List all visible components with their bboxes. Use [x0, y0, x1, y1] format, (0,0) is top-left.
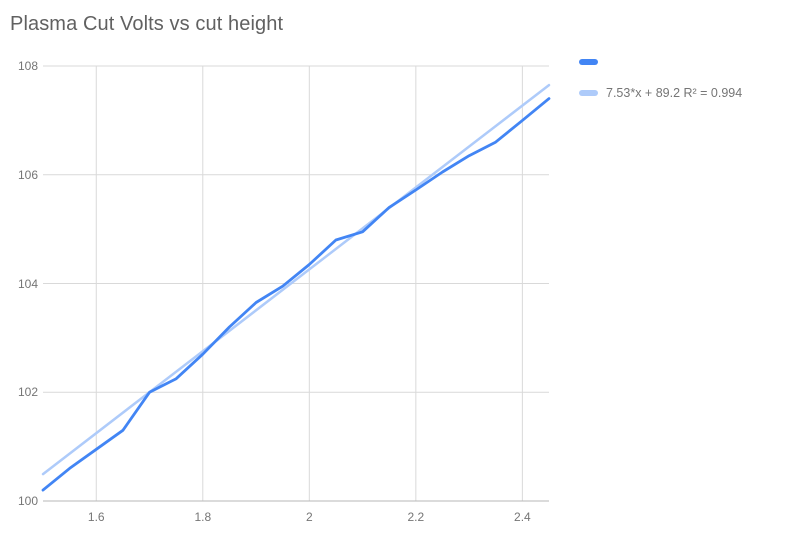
y-tick-label: 106	[17, 167, 38, 182]
y-tick-label: 102	[17, 385, 38, 400]
series-line	[41, 97, 551, 492]
trendline	[41, 83, 551, 476]
x-tick-label: 2.2	[407, 510, 425, 524]
x-tick-label: 2.4	[514, 510, 531, 524]
x-tick-label: 1.6	[87, 510, 105, 524]
y-tick-label: 104	[17, 276, 38, 291]
legend-item-trendline: 7.53*x + 89.2 R² = 0.994	[579, 86, 743, 100]
x-tick-label: 2	[305, 510, 313, 524]
y-tick-label: 100	[17, 494, 38, 508]
legend-item-series	[579, 57, 742, 67]
series-color-swatch	[579, 59, 598, 65]
trendline-color-swatch	[579, 90, 598, 96]
chart-legend: 7.53*x + 89.2 R² = 0.994	[579, 57, 742, 119]
x-tick-label: 1.8	[194, 510, 212, 524]
y-tick-label: 108	[17, 59, 38, 73]
trendline-equation-label: 7.53*x + 89.2 R² = 0.994	[606, 86, 743, 100]
chart-title: Plasma Cut Volts vs cut height	[10, 13, 284, 35]
